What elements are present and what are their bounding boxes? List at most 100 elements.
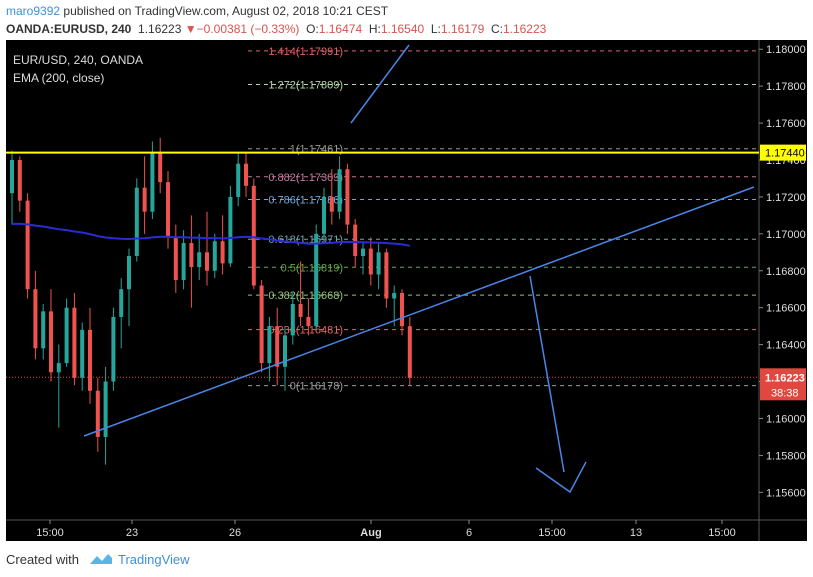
candle-body [41,311,46,349]
price-axis-label: 1.15600 [766,487,806,499]
price-change: −0.00381 (−0.33%) [196,22,300,36]
candle-body [251,185,256,286]
candle-body [400,292,404,327]
drawings-layer [6,44,759,494]
author-link[interactable]: maro9392 [6,4,61,18]
plot-background [6,40,759,520]
candle-body [228,196,233,264]
candle-body [244,163,248,186]
candle-body [267,326,272,364]
candle-body [103,381,108,437]
symbol-label: OANDA:EURUSD, 240 [6,22,132,36]
candle-body [314,233,319,327]
chart-canvas[interactable]: 0(1.16178) 0.236(1.16481) 0.382(1.16668) 0.… [6,40,807,541]
candle-body [197,252,202,268]
support-trendline [83,186,755,437]
resistance-price-tag [760,144,806,161]
candle-body [134,187,139,256]
projection-arrow-down [529,275,565,473]
countdown-label: 38:38 [771,387,799,399]
price-axis-label: 1.15800 [766,450,806,462]
price-axis[interactable]: 1.180001.178001.176001.174001.172001.170… [759,44,806,499]
footer-bar: Created with TradingView [0,541,813,577]
price-axis-label: 1.16400 [766,340,806,352]
candle-body [329,196,334,212]
candle-body [368,248,373,275]
candle-body [212,241,217,271]
down-arrow-icon: ▼ [184,22,197,36]
candle-body [127,256,131,290]
candle-body [64,307,69,364]
candle-body [322,196,326,234]
arrow-head-icon [535,461,587,494]
price-axis-label: 1.16600 [766,303,806,315]
candle-body [88,329,92,391]
candle-body [353,224,358,256]
price-chart[interactable]: 0(1.16178) 0.236(1.16481) 0.382(1.16668) 0.… [6,40,807,541]
candle-body [72,307,77,378]
fib-label-1.414: 1.414(1.17991) [268,46,343,58]
candle-body [10,160,14,194]
current-price-tag [760,368,806,401]
candle-body [142,187,147,212]
candle-body [158,152,163,183]
projection-arrow-up [350,44,410,124]
publish-line: maro9392 published on TradingView.com, A… [6,4,388,18]
candle-body [56,363,61,373]
candle-body [95,390,100,437]
high-value: 1.16540 [380,22,425,36]
low-label: L: [430,22,441,36]
candle-body [298,304,303,317]
low-value: 1.16179 [440,22,485,36]
candle-body [173,237,178,280]
price-axis-label: 1.16000 [766,413,806,425]
candle-body [392,292,397,299]
created-with-label: Created with [6,552,79,567]
price-axis-background [759,40,807,520]
high-label: H: [368,22,381,36]
candle-body [337,169,342,212]
candle-body [150,152,155,212]
candlestick-series [10,137,412,465]
published-text: published on TradingView.com, August 02,… [63,4,389,18]
candle-body [407,326,412,378]
time-axis-label: 23 [126,527,138,539]
price-axis-label: 1.17200 [766,192,806,204]
candle-body [283,335,287,367]
price-axis-label: 1.16800 [766,266,806,278]
price-axis-label: 1.17600 [766,118,806,130]
time-axis-label: 15:00 [708,527,736,539]
time-axis-background [6,520,807,541]
candle-body [290,304,295,336]
time-axis-label: Aug [360,527,381,539]
candle-body [361,248,365,256]
candle-body [205,252,209,271]
price-axis-label: 1.17800 [766,81,806,93]
tradingview-logo-icon [90,554,112,564]
fib-label-0.236: 0.236(1.16481) [268,325,343,337]
candle-body [166,182,170,238]
candle-body [275,326,280,367]
header-bar: maro9392 published on TradingView.com, A… [0,0,813,40]
candle-body [181,243,186,280]
candle-body [236,163,241,197]
chart-legend-title: EUR/USD, 240, OANDA [13,53,143,67]
open-value: 1.16474 [318,22,363,36]
candle-body [111,316,116,382]
close-value: 1.16223 [502,22,547,36]
time-axis-label: 15:00 [36,527,64,539]
time-axis-label: 6 [466,527,472,539]
candle-body [33,289,38,349]
tradingview-brand-link[interactable]: TradingView [118,552,190,567]
fib-label-1: 1(1.17461) [290,144,343,156]
open-label: O: [306,22,319,36]
current-price-label: 1.16223 [765,372,805,384]
candle-body [345,169,350,225]
time-axis-label: 15:00 [538,527,566,539]
chart-legend-indicator: EMA (200, close) [13,71,104,85]
candle-body [80,329,85,378]
resistance-price-label: 1.17440 [765,148,805,160]
fib-label-0.382: 0.382(1.16668) [268,290,343,302]
time-axis[interactable]: 15:00 23 26 Aug 6 15:00 13 15:00 [36,520,736,539]
close-label: C: [490,22,503,36]
